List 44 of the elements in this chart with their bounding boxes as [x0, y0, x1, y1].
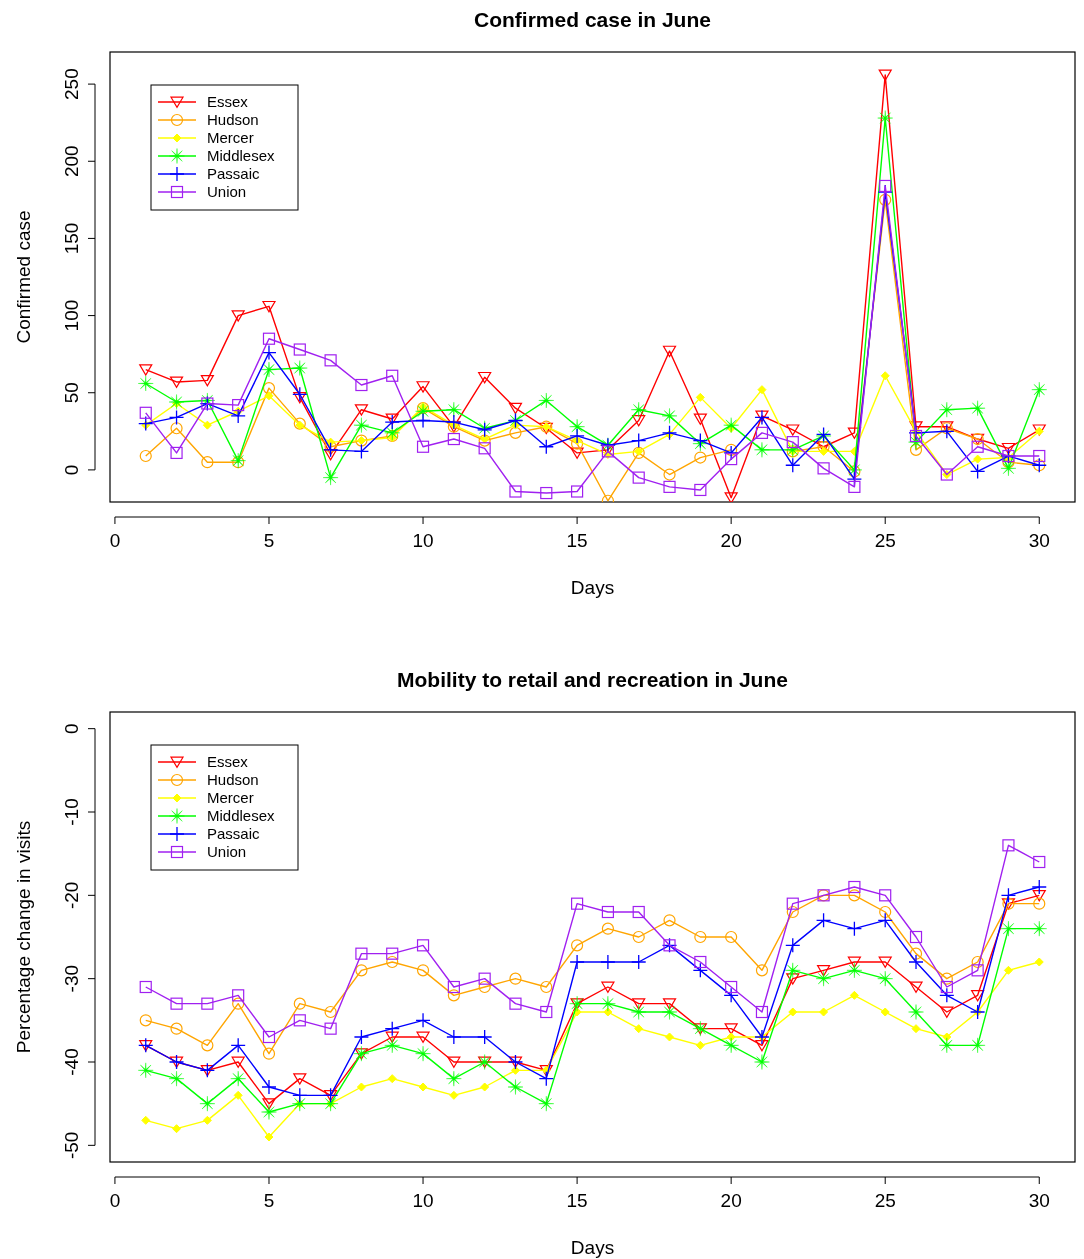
y-tick-label: 50 — [61, 382, 82, 404]
legend-label: Hudson — [207, 111, 259, 128]
legend-label: Essex — [207, 753, 249, 770]
x-tick-label: 30 — [1028, 1190, 1050, 1211]
x-tick-label: 30 — [1028, 530, 1050, 551]
legend-label: Hudson — [207, 771, 259, 788]
y-tick-label: 200 — [61, 145, 82, 178]
y-axis-title: Confirmed case — [13, 210, 34, 344]
y-tick-label: -20 — [61, 881, 82, 910]
y-tick-label: 100 — [61, 299, 82, 332]
x-tick-label: 0 — [109, 530, 121, 551]
x-tick-label: 5 — [263, 1190, 275, 1211]
x-tick-label: 15 — [566, 530, 588, 551]
legend-label: Union — [207, 183, 247, 200]
x-tick-label: 20 — [720, 1190, 742, 1211]
legend-label: Mercer — [207, 789, 254, 806]
chart-title: Confirmed case in June — [474, 8, 711, 31]
x-axis-title: Days — [570, 1237, 615, 1258]
legend-label: Middlesex — [207, 147, 276, 164]
chart-title: Mobility to retail and recreation in June — [397, 668, 788, 691]
x-tick-label: 0 — [109, 1190, 121, 1211]
x-axis-title: Days — [570, 577, 615, 598]
y-tick-label: 250 — [61, 68, 82, 100]
x-tick-label: 25 — [874, 1190, 896, 1211]
y-tick-label: -10 — [61, 798, 82, 826]
x-tick-label: 5 — [263, 530, 275, 551]
x-tick-label: 10 — [412, 530, 434, 551]
legend-label: Mercer — [207, 129, 254, 146]
x-tick-label: 10 — [412, 1190, 434, 1211]
x-tick-label: 25 — [874, 530, 896, 551]
y-tick-label: -30 — [61, 964, 82, 993]
legend-label: Passaic — [207, 165, 261, 182]
y-tick-label: 0 — [61, 723, 82, 734]
legend-label: Middlesex — [207, 807, 276, 824]
legend-label: Passaic — [207, 825, 261, 842]
y-tick-label: -50 — [61, 1131, 82, 1160]
x-tick-label: 15 — [566, 1190, 588, 1211]
y-tick-label: 150 — [61, 222, 82, 255]
y-tick-label: -40 — [61, 1048, 82, 1076]
legend-label: Essex — [207, 93, 249, 110]
x-tick-label: 20 — [720, 530, 742, 551]
legend-label: Union — [207, 843, 247, 860]
y-tick-label: 0 — [61, 464, 82, 476]
y-axis-title: Percentage change in visits — [13, 820, 34, 1054]
